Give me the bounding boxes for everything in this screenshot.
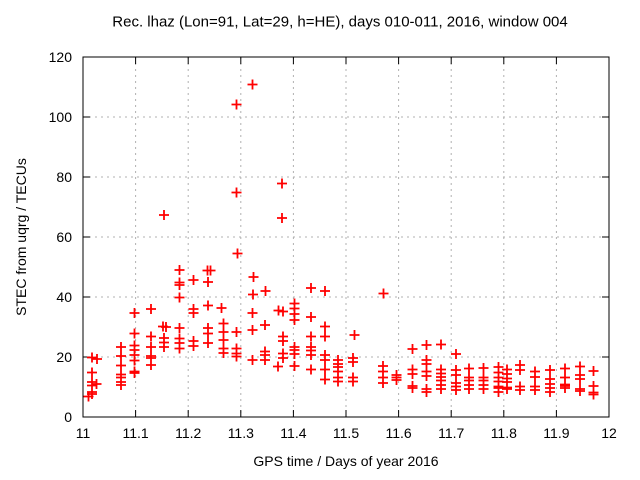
y-tick-label: 60 bbox=[56, 229, 72, 245]
x-tick-label: 11.4 bbox=[280, 425, 306, 441]
data-points bbox=[83, 79, 599, 402]
x-tick-label: 11.5 bbox=[333, 425, 359, 441]
y-tick-label: 80 bbox=[56, 169, 72, 185]
x-tick-label: 11.9 bbox=[543, 425, 569, 441]
x-tick-label: 11.7 bbox=[438, 425, 464, 441]
x-tick-label: 11.3 bbox=[228, 425, 254, 441]
x-tick-label: 11.6 bbox=[385, 425, 411, 441]
x-tick-label: 11 bbox=[76, 425, 91, 441]
x-tick-label: 11.1 bbox=[122, 425, 148, 441]
y-tick-label: 120 bbox=[49, 49, 73, 65]
chart-title: Rec. lhaz (Lon=91, Lat=29, h=HE), days 0… bbox=[112, 13, 568, 31]
y-tick-label: 100 bbox=[49, 109, 73, 125]
x-tick-label: 12 bbox=[601, 425, 617, 441]
x-tick-label: 11.8 bbox=[491, 425, 517, 441]
x-axis-label: GPS time / Days of year 2016 bbox=[253, 453, 439, 469]
y-tick-label: 20 bbox=[56, 349, 72, 365]
y-tick-label: 40 bbox=[56, 289, 72, 305]
x-tick-label: 11.2 bbox=[175, 425, 201, 441]
y-tick-label: 0 bbox=[64, 409, 72, 425]
